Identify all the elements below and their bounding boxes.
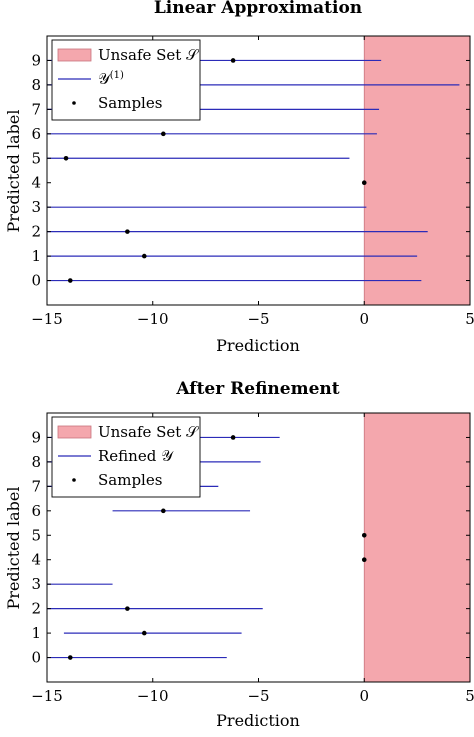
y-axis-label: Predicted label [4,110,23,233]
unsafe-set-region [363,412,471,683]
x-tick-label: −5 [247,310,269,328]
x-tick-label: 0 [359,310,369,328]
panel-linear-approximation: Linear Approximation Predicted label Pre… [4,0,474,355]
y-tick-label: 3 [31,198,41,216]
legend-swatch-sample [72,101,76,105]
y-tick-label: 7 [31,477,41,495]
x-tick-label: −5 [247,687,269,705]
x-tick-label: 0 [359,687,369,705]
sample-point-1 [141,630,147,636]
legend-label: Samples [98,94,162,112]
y-tick-label: 5 [31,149,41,167]
legend-label-superscript: (1) [110,70,124,81]
x-tick-label: 5 [465,310,474,328]
legend: Unsafe Set 𝒮𝒴(1)Samples [51,39,201,121]
sample-point-0 [67,655,73,660]
sample-point-1 [141,253,147,259]
legend: Unsafe Set 𝒮 Refined 𝒴 Samples [51,416,201,498]
sample-point-5 [361,532,367,538]
x-axis-label: Prediction [216,711,300,730]
y-tick-label: 8 [31,76,41,94]
y-tick-label: 7 [31,100,41,118]
y-tick-label: 9 [31,428,41,446]
sample-point-4 [361,557,367,563]
y-tick-label: 2 [31,600,41,618]
legend-label: Unsafe Set 𝒮 [98,423,199,441]
x-tick-label: −15 [31,310,63,328]
chart-title: After Refinement [175,379,339,399]
y-tick-label: 4 [31,174,41,192]
y-tick-label: 1 [31,624,41,642]
sample-point-2 [125,606,130,611]
sample-point-0 [67,278,73,283]
y-tick-label: 3 [31,575,41,593]
sample-point-6 [161,508,166,514]
legend-label: Refined 𝒴 [98,447,174,465]
panel-after-refinement: After Refinement Predicted label Predict… [4,379,474,730]
legend-swatch-unsafe [57,48,92,62]
x-axis-label: Prediction [216,336,300,355]
chart-title: Linear Approximation [154,0,362,18]
x-tick-label: −10 [137,310,169,328]
y-tick-label: 5 [31,526,41,544]
y-axis-label: Predicted label [4,487,23,610]
y-tick-label: 6 [31,502,41,520]
y-tick-label: 0 [31,272,41,290]
y-tick-label: 4 [31,551,41,569]
x-tick-label: −10 [137,687,169,705]
y-tick-label: 1 [31,247,41,265]
y-tick-label: 9 [31,51,41,69]
unsafe-set-region [363,35,471,306]
legend-swatch-sample [72,478,76,482]
sample-point-4 [361,180,367,186]
legend-label: Samples [98,471,162,489]
legend-swatch-unsafe [57,425,92,439]
x-tick-label: 5 [465,687,474,705]
y-tick-label: 8 [31,453,41,471]
x-tick-label: −15 [31,687,63,705]
legend-label: Unsafe Set 𝒮 [98,46,199,64]
sample-point-6 [161,131,166,137]
sample-point-5 [63,155,69,161]
sample-point-2 [125,229,130,234]
sample-point-9 [230,58,236,63]
y-tick-label: 2 [31,223,41,241]
y-tick-label: 6 [31,125,41,143]
sample-point-9 [230,435,236,440]
y-tick-label: 0 [31,649,41,667]
